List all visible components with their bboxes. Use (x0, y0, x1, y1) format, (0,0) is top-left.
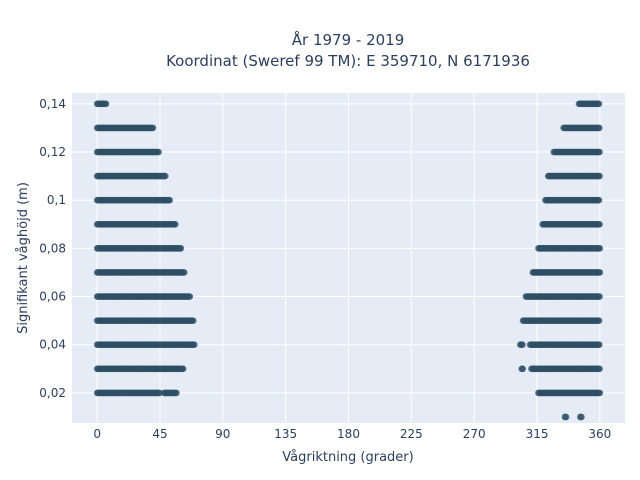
data-point (191, 341, 198, 349)
data-point (595, 100, 603, 108)
data-point (596, 220, 603, 228)
data-point (519, 341, 526, 349)
data-point (595, 196, 603, 204)
data-point (149, 124, 157, 132)
y-tick-label: 0,04 (39, 338, 66, 352)
x-tick-label: 45 (152, 427, 167, 441)
y-tick-label: 0,08 (39, 241, 66, 255)
x-axis-label: Vågriktning (grader) (282, 450, 413, 465)
x-tick-label: 135 (274, 427, 297, 441)
data-point (562, 413, 570, 421)
data-point (180, 269, 188, 276)
x-tick-label: 270 (463, 427, 486, 441)
data-point (519, 365, 527, 373)
data-point (161, 172, 169, 180)
chart-subtitle: Koordinat (Sweref 99 TM): E 359710, N 61… (166, 52, 530, 70)
data-point (155, 148, 162, 156)
x-tick-label: 90 (215, 427, 230, 441)
data-point (186, 293, 194, 300)
data-point (596, 293, 603, 300)
x-tick-label: 360 (588, 427, 611, 441)
data-point (596, 341, 603, 349)
data-point (596, 172, 603, 180)
y-tick-label: 0,14 (39, 97, 66, 111)
data-point (595, 317, 603, 324)
data-point (102, 100, 110, 108)
y-tick-label: 0,02 (39, 386, 66, 400)
data-point (173, 389, 180, 397)
data-point (596, 389, 604, 397)
y-tick-label: 0,1 (47, 193, 66, 207)
data-point (189, 317, 197, 324)
data-point (596, 245, 604, 252)
y-tick-label: 0,06 (39, 290, 66, 304)
x-tick-label: 315 (526, 427, 549, 441)
y-tick-label: 0,12 (39, 145, 66, 159)
x-tick-label: 0 (93, 427, 101, 441)
x-tick-label: 180 (337, 427, 360, 441)
data-point (179, 365, 187, 373)
y-axis-label: Signifikant våghöjd (m) (16, 182, 31, 334)
chart-title: År 1979 - 2019 (292, 30, 405, 49)
y-tick-labels: 0,02 0,04 0,06 0,08 0,1 0,12 0,14 (39, 97, 66, 400)
data-point (172, 220, 179, 228)
data-point (578, 413, 585, 421)
data-point (596, 124, 603, 132)
data-point (596, 365, 603, 373)
data-point (177, 245, 185, 252)
x-tick-label: 225 (400, 427, 423, 441)
data-point (596, 269, 604, 276)
x-tick-labels: 0 45 90 135 180 225 270 315 360 (93, 427, 611, 441)
data-point (596, 148, 603, 156)
data-points (93, 100, 604, 421)
data-point (166, 196, 174, 204)
